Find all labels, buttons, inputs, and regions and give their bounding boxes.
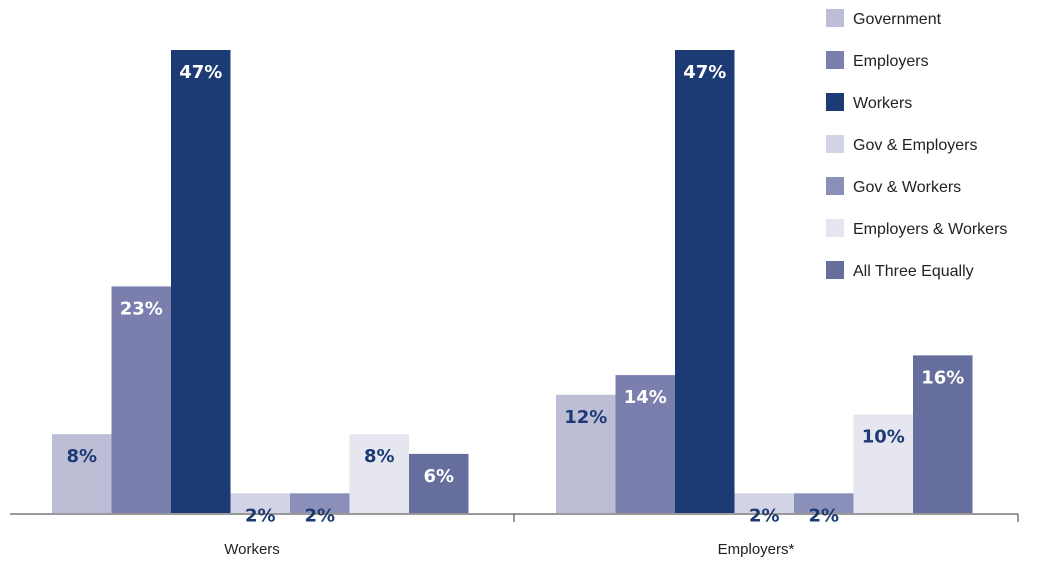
bar-employers-gov-workers <box>794 493 854 513</box>
bar-workers-gov-workers <box>290 493 350 513</box>
legend-label: Gov & Workers <box>853 179 961 196</box>
bar-value-label: 2% <box>808 505 839 526</box>
legend-item-gov-employers: Gov & Employers <box>826 135 977 154</box>
bars-group: 8% 23% 47% 2% 2% 8% 6% 12% 14% 47% 2% 2% 10% 16% <box>52 50 973 526</box>
bar-value-label: 10% <box>862 426 905 447</box>
bar-value-label: 2% <box>304 505 335 526</box>
bar-workers-employers <box>111 286 171 513</box>
legend-item-all-three-equally: All Three Equally <box>826 261 974 280</box>
legend-swatch <box>826 219 844 237</box>
bar-value-label: 2% <box>749 505 780 526</box>
bar-value-label: 2% <box>245 505 276 526</box>
bar-workers-gov-employers <box>230 493 290 513</box>
bar-workers-workers <box>171 50 231 513</box>
legend-label: Workers <box>853 95 912 112</box>
legend-item-gov-workers: Gov & Workers <box>826 177 961 196</box>
legend: Government Employers Workers Gov & Employer… <box>826 9 1007 280</box>
bar-employers-all-three-equally <box>913 355 973 513</box>
bar-employers-employers-workers <box>853 414 913 513</box>
legend-item-government: Government <box>826 9 942 28</box>
bar-value-label: 14% <box>624 387 667 408</box>
bar-value-label: 23% <box>120 298 163 319</box>
legend-swatch <box>826 51 844 69</box>
bar-value-label: 16% <box>921 367 964 388</box>
bar-employers-employers <box>615 375 675 513</box>
legend-label: Gov & Employers <box>853 137 977 154</box>
bar-value-label: 12% <box>564 407 607 428</box>
bar-employers-workers <box>675 50 735 513</box>
legend-swatch <box>826 135 844 153</box>
legend-swatch <box>826 261 844 279</box>
x-axis: Workers Employers* <box>10 513 1019 558</box>
bar-employers-gov-employers <box>734 493 794 513</box>
bar-value-label: 6% <box>423 466 454 487</box>
legend-swatch <box>826 9 844 27</box>
legend-label: Employers & Workers <box>853 221 1007 238</box>
bar-employers-government <box>556 394 616 513</box>
bar-value-label: 8% <box>364 446 395 467</box>
legend-swatch <box>826 177 844 195</box>
category-label-employers: Employers* <box>718 541 795 558</box>
bar-value-label: 47% <box>683 62 726 83</box>
legend-label: Government <box>853 11 942 28</box>
bar-value-label: 47% <box>179 62 222 83</box>
bar-workers-employers-workers <box>349 434 409 513</box>
bar-value-label: 8% <box>66 446 97 467</box>
legend-label: Employers <box>853 53 929 70</box>
legend-item-employers: Employers <box>826 51 929 70</box>
legend-item-employers-workers: Employers & Workers <box>826 219 1007 238</box>
legend-label: All Three Equally <box>853 263 974 280</box>
category-label-workers: Workers <box>224 541 280 558</box>
bar-workers-all-three-equally <box>409 453 469 513</box>
legend-swatch <box>826 93 844 111</box>
legend-item-workers: Workers <box>826 93 912 112</box>
bar-workers-government <box>52 434 112 513</box>
